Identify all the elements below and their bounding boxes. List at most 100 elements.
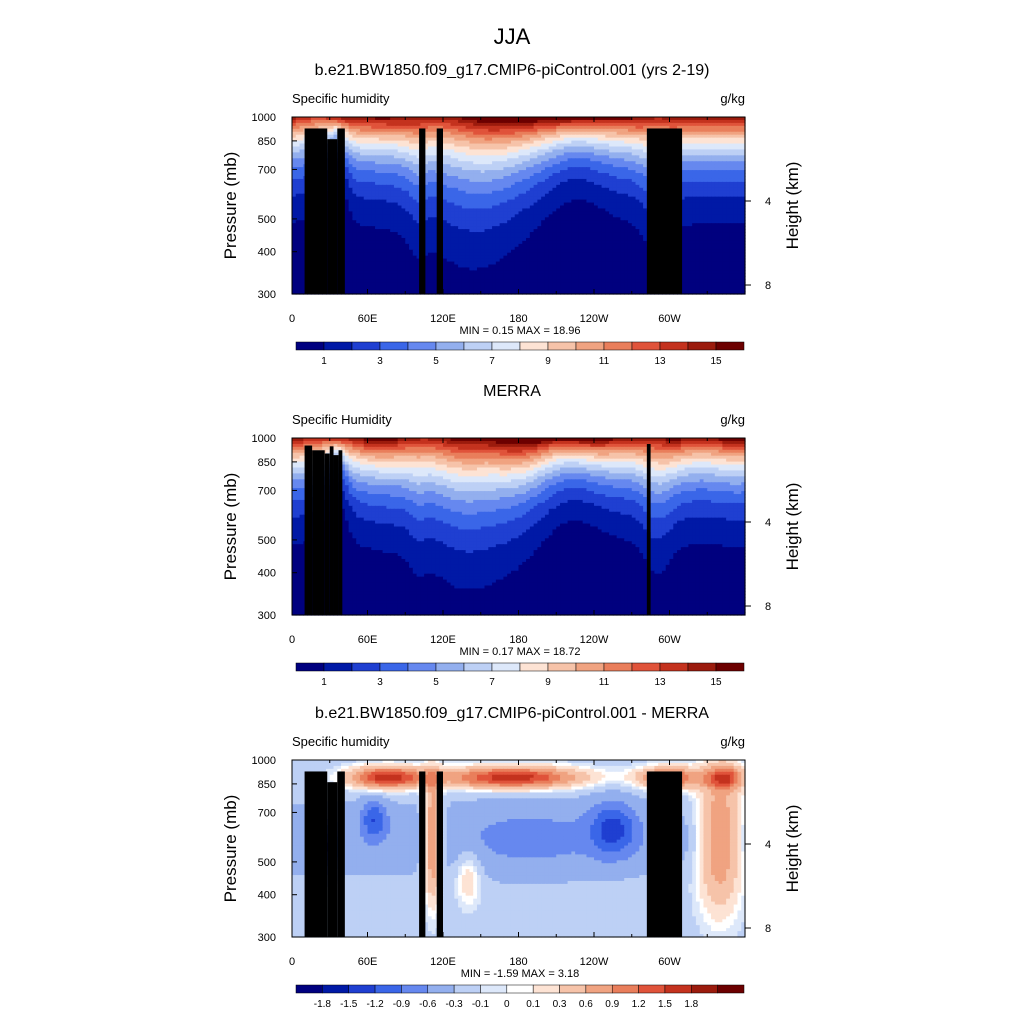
field-cell <box>552 176 557 180</box>
field-cell <box>507 152 512 156</box>
field-cell <box>556 181 561 186</box>
field-cell <box>680 181 686 186</box>
field-cell <box>688 143 693 148</box>
field-cell <box>695 122 701 127</box>
field-cell <box>469 149 474 153</box>
field-cell <box>586 173 591 177</box>
field-cell <box>643 193 648 198</box>
field-cell <box>480 119 486 124</box>
field-cell <box>707 184 712 189</box>
field-cell <box>390 158 395 162</box>
field-cell <box>322 122 327 127</box>
field-cell <box>458 208 463 212</box>
field-cell <box>695 155 701 159</box>
field-cell <box>409 119 414 124</box>
field-cell <box>473 152 478 156</box>
field-cell <box>692 161 697 165</box>
field-cell <box>616 137 622 142</box>
field-cell <box>567 184 572 189</box>
field-cell <box>733 167 739 171</box>
field-cell <box>367 193 372 198</box>
field-cell <box>390 122 395 127</box>
field-cell <box>722 196 727 201</box>
field-cell <box>375 178 380 183</box>
field-cell <box>711 143 716 148</box>
field-cell <box>446 128 452 133</box>
field-cell <box>443 187 448 192</box>
field-cell <box>510 152 516 156</box>
field-cell <box>601 205 606 210</box>
field-cell <box>454 152 459 156</box>
field-cell <box>295 128 301 133</box>
field-cell <box>563 184 569 189</box>
field-cell <box>382 117 387 121</box>
field-cell <box>601 155 606 159</box>
field-cell <box>378 125 384 130</box>
field-cell <box>473 155 478 159</box>
field-cell <box>597 193 603 198</box>
field-cell <box>578 173 584 177</box>
field-cell <box>548 190 554 195</box>
field-cell <box>427 128 433 133</box>
field-cell <box>741 205 746 210</box>
field-cell <box>416 193 421 198</box>
field-cell <box>325 128 331 133</box>
field-cell <box>476 134 482 139</box>
field-cell <box>582 196 588 201</box>
field-cell <box>609 181 614 186</box>
field-cell <box>699 128 705 133</box>
field-cell <box>684 199 689 204</box>
field-cell <box>688 202 693 207</box>
field-cell <box>367 122 372 127</box>
field-cell <box>348 137 354 142</box>
field-cell <box>344 122 350 127</box>
field-cell <box>409 199 414 204</box>
field-cell <box>522 140 527 145</box>
field-cell <box>707 205 712 210</box>
field-cell <box>609 187 614 192</box>
field-cell <box>329 119 335 124</box>
field-cell <box>382 158 387 162</box>
field-cell <box>597 149 603 153</box>
field-cell <box>563 170 569 174</box>
field-cell <box>544 164 550 168</box>
field-cell <box>552 137 557 142</box>
field-cell <box>692 181 697 186</box>
field-cell <box>446 125 452 130</box>
field-cell <box>454 125 459 130</box>
field-cell <box>412 187 418 192</box>
field-cell <box>431 193 437 198</box>
field-cell <box>363 149 369 153</box>
field-cell <box>635 199 640 204</box>
field-cell <box>620 196 625 201</box>
field-cell <box>295 119 301 124</box>
field-cell <box>299 119 304 124</box>
field-cell <box>473 158 478 162</box>
field-cell <box>299 205 304 210</box>
field-cell <box>605 134 610 139</box>
field-cell <box>371 161 376 165</box>
field-cell <box>371 176 376 180</box>
field-cell <box>552 131 557 136</box>
field-cell <box>707 158 712 162</box>
field-cell <box>427 176 433 180</box>
field-cell <box>409 190 414 195</box>
field-cell <box>514 176 520 180</box>
field-cell <box>405 187 410 192</box>
field-cell <box>563 196 569 201</box>
field-cell <box>416 152 421 156</box>
field-cell <box>529 143 535 148</box>
field-cell <box>571 125 576 130</box>
field-cell <box>363 161 369 165</box>
field-cell <box>707 122 712 127</box>
field-cell <box>427 143 433 148</box>
field-cell <box>446 122 452 127</box>
field-cell <box>484 193 489 198</box>
field-cell <box>714 170 720 174</box>
field-cell <box>590 193 595 198</box>
field-cell <box>695 199 701 204</box>
field-cell <box>333 125 338 130</box>
field-cell <box>450 167 455 171</box>
field-cell <box>658 117 663 121</box>
field-cell <box>492 190 497 195</box>
